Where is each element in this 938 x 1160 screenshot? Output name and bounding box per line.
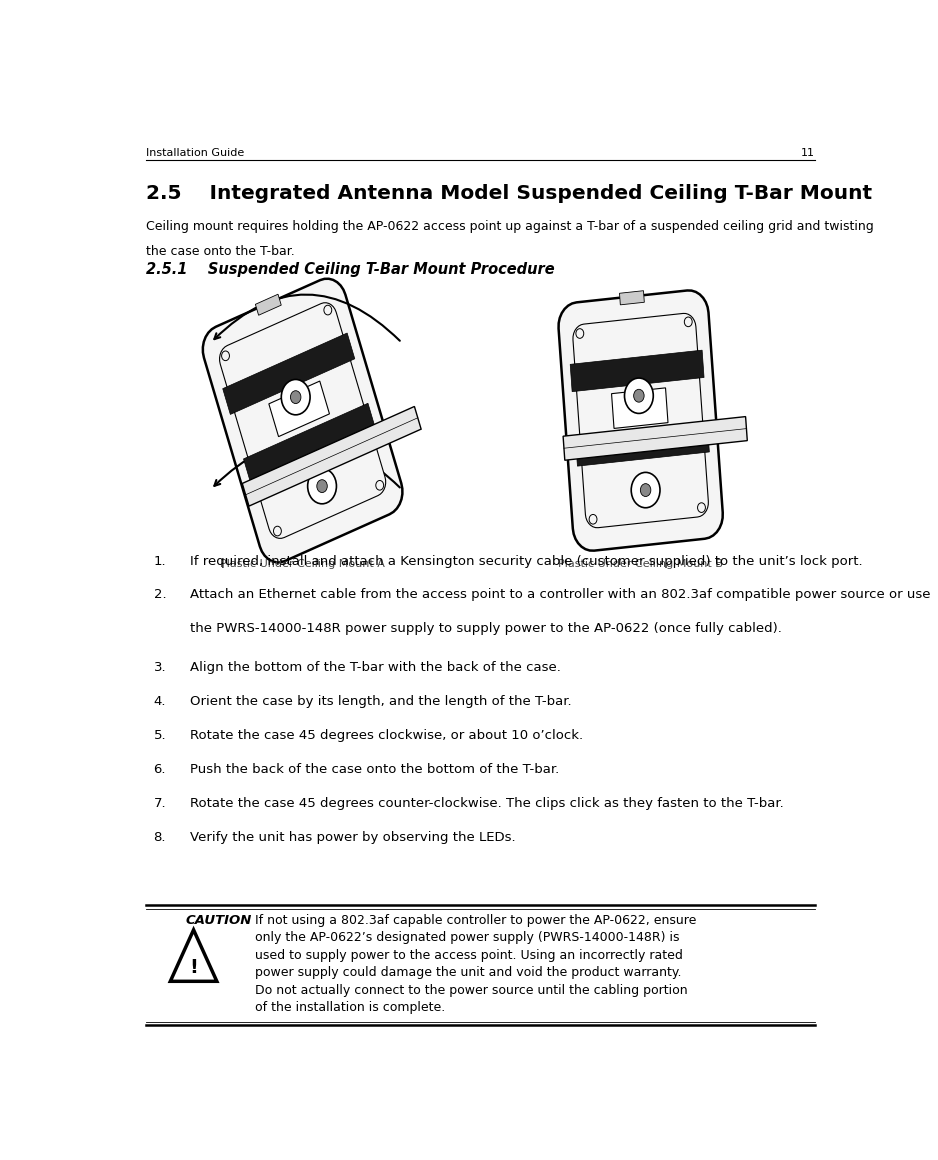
Text: 5.: 5. — [154, 730, 166, 742]
Polygon shape — [244, 404, 375, 485]
Text: Rotate the case 45 degrees counter-clockwise. The clips click as they fasten to : Rotate the case 45 degrees counter-clock… — [189, 797, 783, 810]
Text: 2.5.1    Suspended Ceiling T-Bar Mount Procedure: 2.5.1 Suspended Ceiling T-Bar Mount Proc… — [146, 262, 555, 277]
Polygon shape — [576, 425, 709, 466]
Text: Installation Guide: Installation Guide — [146, 148, 245, 158]
Text: 3.: 3. — [154, 661, 166, 674]
Polygon shape — [619, 291, 644, 305]
Polygon shape — [203, 278, 402, 563]
Text: 2.: 2. — [154, 588, 166, 602]
Circle shape — [641, 484, 651, 496]
Text: 11: 11 — [801, 148, 815, 158]
Polygon shape — [563, 416, 748, 461]
Polygon shape — [269, 382, 329, 436]
Text: 7.: 7. — [154, 797, 166, 810]
Polygon shape — [570, 350, 704, 392]
Text: 6.: 6. — [154, 763, 166, 776]
Polygon shape — [242, 406, 421, 506]
Polygon shape — [222, 333, 355, 414]
Text: !: ! — [189, 958, 198, 977]
Text: 2.5    Integrated Antenna Model Suspended Ceiling T-Bar Mount: 2.5 Integrated Antenna Model Suspended C… — [146, 184, 872, 203]
Circle shape — [317, 480, 327, 493]
Circle shape — [634, 390, 644, 403]
Text: Verify the unit has power by observing the LEDs.: Verify the unit has power by observing t… — [189, 832, 516, 844]
Text: 4.: 4. — [154, 695, 166, 709]
Text: 8.: 8. — [154, 832, 166, 844]
Text: Plastic Under Ceiling Mount A: Plastic Under Ceiling Mount A — [220, 559, 386, 570]
Text: If required, install and attach a Kensington security cable (customer supplied) : If required, install and attach a Kensin… — [189, 554, 863, 567]
Text: Ceiling mount requires holding the AP-0622 access point up against a T-bar of a : Ceiling mount requires holding the AP-06… — [146, 219, 874, 233]
Text: Rotate the case 45 degrees clockwise, or about 10 o’clock.: Rotate the case 45 degrees clockwise, or… — [189, 730, 583, 742]
Polygon shape — [612, 387, 668, 428]
Text: Orient the case by its length, and the length of the T-bar.: Orient the case by its length, and the l… — [189, 695, 571, 709]
Circle shape — [291, 391, 301, 404]
Polygon shape — [573, 313, 708, 528]
Text: Plastic Under Ceiling Mount B: Plastic Under Ceiling Mount B — [558, 559, 723, 570]
Text: the case onto the T-bar.: the case onto the T-bar. — [146, 245, 295, 258]
Text: Push the back of the case onto the bottom of the T-bar.: Push the back of the case onto the botto… — [189, 763, 559, 776]
Text: If not using a 802.3af capable controller to power the AP-0622, ensure
only the : If not using a 802.3af capable controlle… — [255, 914, 697, 1014]
Circle shape — [308, 469, 337, 503]
Text: 1.: 1. — [154, 554, 166, 567]
Text: the PWRS-14000-148R power supply to supply power to the AP-0622 (once fully cabl: the PWRS-14000-148R power supply to supp… — [189, 623, 781, 636]
Text: CAUTION: CAUTION — [186, 914, 251, 927]
Polygon shape — [255, 295, 281, 316]
Polygon shape — [219, 303, 386, 538]
Polygon shape — [558, 290, 723, 551]
Circle shape — [631, 472, 660, 508]
Circle shape — [625, 378, 653, 413]
Text: Align the bottom of the T-bar with the back of the case.: Align the bottom of the T-bar with the b… — [189, 661, 561, 674]
Text: Attach an Ethernet cable from the access point to a controller with an 802.3af c: Attach an Ethernet cable from the access… — [189, 588, 930, 602]
Circle shape — [281, 379, 310, 415]
